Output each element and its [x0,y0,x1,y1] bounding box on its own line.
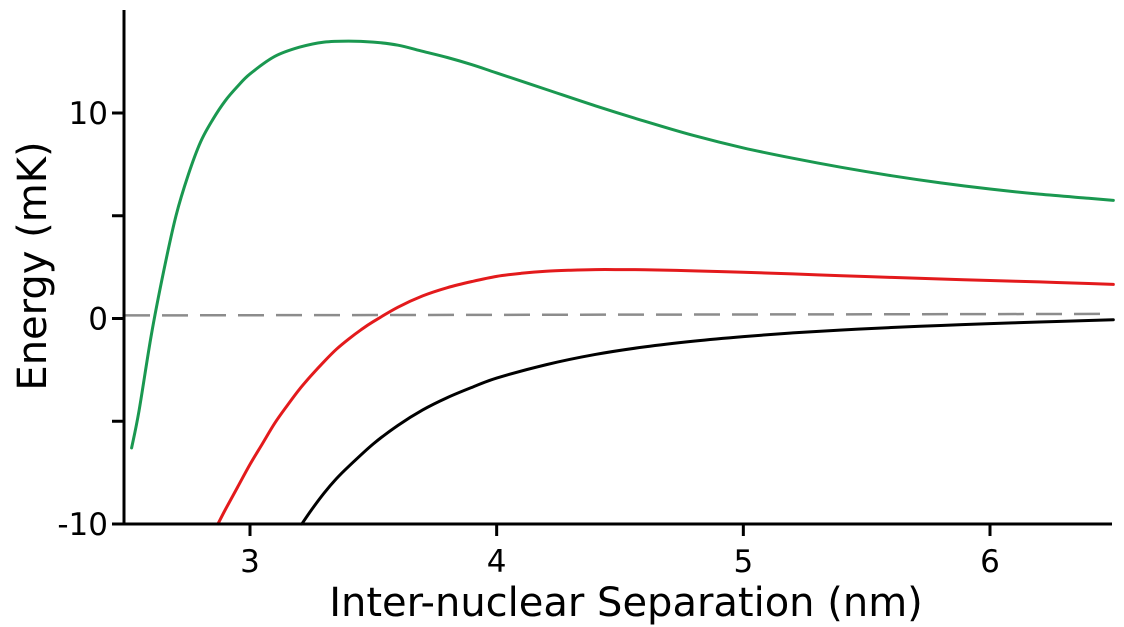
x-tick-label: 6 [980,544,1000,580]
series-line-black [300,318,1115,526]
y-ticks: -10 0 10 [57,96,124,543]
axes: 3 4 5 6 -10 0 10 [57,10,1112,580]
y-tick-label: -10 [57,507,108,543]
y-tick-label: 0 [88,302,108,338]
x-tick-label: 4 [487,544,507,580]
x-axis-title: Inter-nuclear Separation (nm) [329,580,923,626]
x-tick-label: 5 [733,544,753,580]
y-axis-title: Energy (mK) [10,141,56,390]
series-line-green [130,39,1115,450]
x-tick-label: 3 [240,544,260,580]
series-layer [130,39,1115,526]
series-line-red [216,268,1115,526]
reference-line [123,312,1113,317]
x-ticks: 3 4 5 6 [240,524,1000,580]
y-tick-label: 10 [69,96,108,132]
reference-layer [123,312,1113,317]
